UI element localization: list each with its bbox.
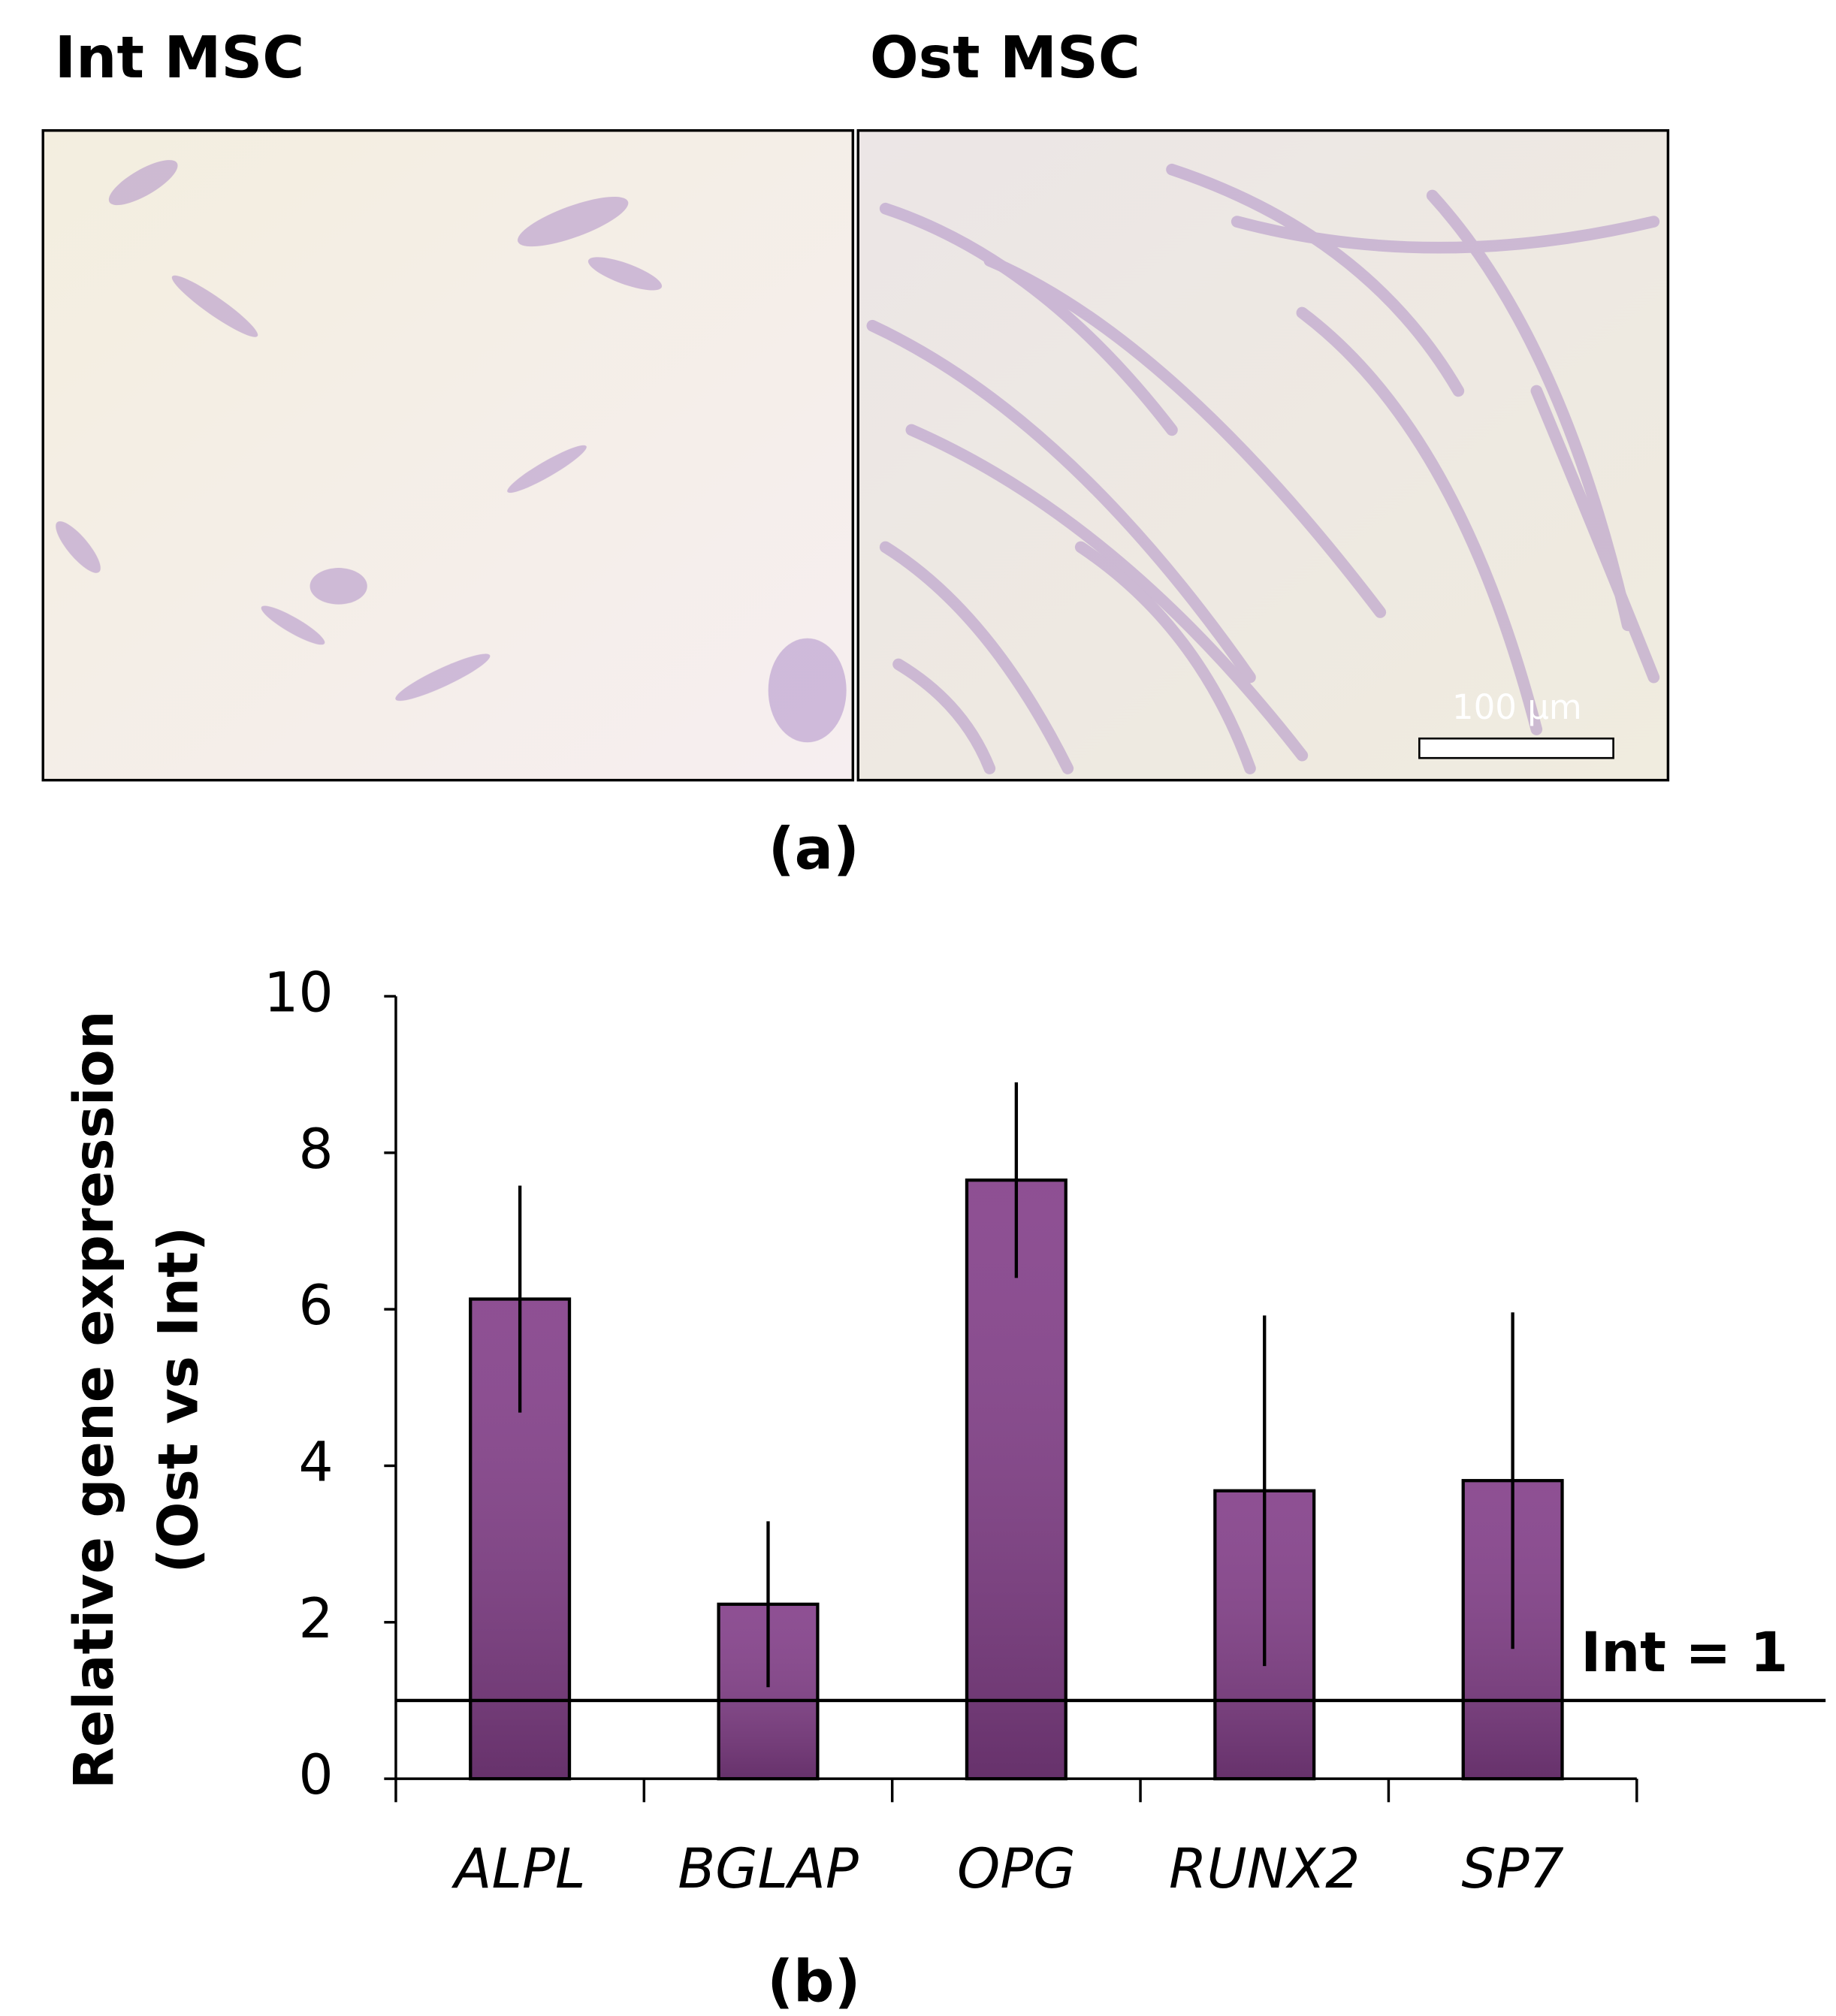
y-axis-label: (Ost vs Int) bbox=[147, 1227, 211, 1574]
panel-title: Ost MSC bbox=[870, 24, 1140, 91]
y-axis-label: Relative gene expression bbox=[62, 1010, 126, 1789]
y-tick-label: 2 bbox=[298, 1587, 333, 1651]
y-tick-label: 8 bbox=[298, 1118, 333, 1182]
reference-label: Int = 1 bbox=[1581, 1621, 1788, 1685]
x-tick-label: RUNX2 bbox=[1169, 1837, 1360, 1901]
panel-caption: (b) bbox=[767, 1948, 860, 2015]
panel-title: Int MSC bbox=[55, 24, 304, 91]
x-tick-label: OPG bbox=[957, 1837, 1076, 1901]
y-tick-label: 6 bbox=[298, 1274, 333, 1338]
micrograph-right: 100 µm bbox=[856, 129, 1670, 782]
panel-caption: (a) bbox=[769, 816, 859, 883]
y-tick-label: 4 bbox=[298, 1430, 333, 1494]
bar-shade bbox=[968, 1181, 1064, 1778]
micrograph-left bbox=[41, 129, 855, 782]
x-tick-label: BGLAP bbox=[678, 1837, 859, 1901]
scale-bar-label: 100 µm bbox=[1452, 687, 1582, 727]
y-tick-label: 10 bbox=[264, 961, 334, 1025]
x-tick-label: SP7 bbox=[1461, 1837, 1563, 1901]
y-tick-label: 0 bbox=[298, 1743, 333, 1807]
x-tick-label: ALPL bbox=[451, 1837, 586, 1901]
